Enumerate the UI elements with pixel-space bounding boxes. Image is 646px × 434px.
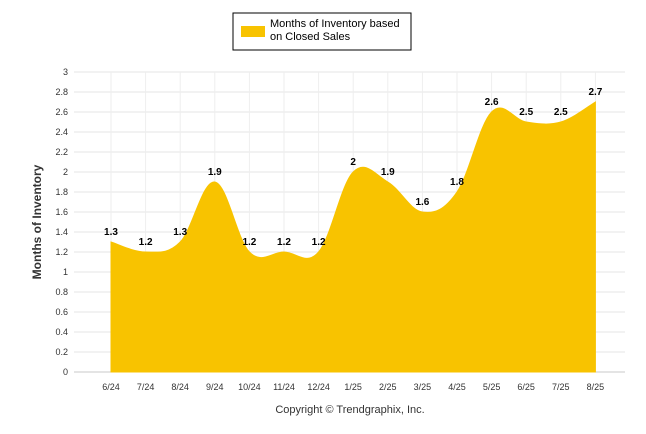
data-label: 1.3 — [104, 227, 118, 238]
x-tick-label: 4/25 — [448, 382, 466, 392]
data-labels: 1.3 1.2 1.3 1.9 1.2 1.2 1.2 2 1.9 1.6 1.8 2.6 2.5 2.5… — [104, 87, 603, 248]
legend: Months of Inventory based on Closed Sale… — [232, 12, 412, 51]
data-label: 2 — [350, 157, 356, 168]
data-label: 2.5 — [554, 107, 568, 118]
x-tick-label: 7/25 — [552, 382, 570, 392]
copyright-footer: Copyright © Trendgraphix, Inc. — [275, 404, 424, 416]
x-tick-label: 9/24 — [206, 382, 224, 392]
x-tick-label: 7/24 — [137, 382, 155, 392]
data-label: 1.3 — [173, 227, 187, 238]
y-tick-label: 2.4 — [55, 127, 68, 137]
x-tick-label: 11/24 — [273, 382, 295, 392]
y-tick-label: 1.4 — [55, 227, 68, 237]
x-axis-ticks: 6/24 7/24 8/24 9/24 10/24 11/24 12/24 1/25 2/25 3… — [102, 382, 604, 392]
y-tick-label: 0.8 — [55, 287, 68, 297]
legend-swatch — [241, 26, 265, 37]
data-label: 1.2 — [277, 237, 291, 248]
y-axis-title: Months of Inventory — [30, 164, 44, 279]
data-label: 2.7 — [588, 87, 602, 98]
y-tick-label: 1.6 — [55, 207, 68, 217]
x-tick-label: 6/25 — [517, 382, 535, 392]
y-tick-label: 3 — [63, 67, 68, 77]
y-tick-label: 0.2 — [55, 347, 68, 357]
x-tick-label: 12/24 — [307, 382, 330, 392]
legend-text-line1: Months of Inventory based — [270, 18, 400, 30]
x-tick-label: 10/24 — [238, 382, 261, 392]
data-label: 1.6 — [415, 197, 429, 208]
legend-text-line2: on Closed Sales — [270, 31, 351, 43]
y-tick-label: 1.2 — [55, 247, 68, 257]
y-tick-label: 2.2 — [55, 147, 68, 157]
y-tick-label: 2 — [63, 167, 68, 177]
x-tick-label: 5/25 — [483, 382, 501, 392]
area-series — [110, 101, 596, 373]
data-label: 1.2 — [139, 237, 153, 248]
data-label: 1.2 — [312, 237, 326, 248]
x-tick-label: 6/24 — [102, 382, 120, 392]
x-tick-label: 3/25 — [414, 382, 432, 392]
data-label: 1.9 — [208, 167, 222, 178]
data-label: 1.9 — [381, 167, 395, 178]
data-label: 2.5 — [519, 107, 533, 118]
y-tick-label: 2.8 — [55, 87, 68, 97]
x-tick-label: 2/25 — [379, 382, 397, 392]
data-label: 2.6 — [485, 97, 499, 108]
y-tick-label: 2.6 — [55, 107, 68, 117]
data-label: 1.2 — [242, 237, 256, 248]
y-tick-label: 1 — [63, 267, 68, 277]
data-label: 1.8 — [450, 177, 464, 188]
x-tick-label: 8/24 — [171, 382, 189, 392]
y-axis-ticks: 0 0.2 0.4 0.6 0.8 1 1.2 1.4 1.6 1.8 2 2.2 2.4 2.6 2.8 3 — [55, 67, 68, 377]
x-tick-label: 1/25 — [344, 382, 362, 392]
y-tick-label: 0.6 — [55, 307, 68, 317]
y-tick-label: 0.4 — [55, 327, 68, 337]
y-tick-label: 1.8 — [55, 187, 68, 197]
y-tick-label: 0 — [63, 367, 68, 377]
x-tick-label: 8/25 — [587, 382, 605, 392]
